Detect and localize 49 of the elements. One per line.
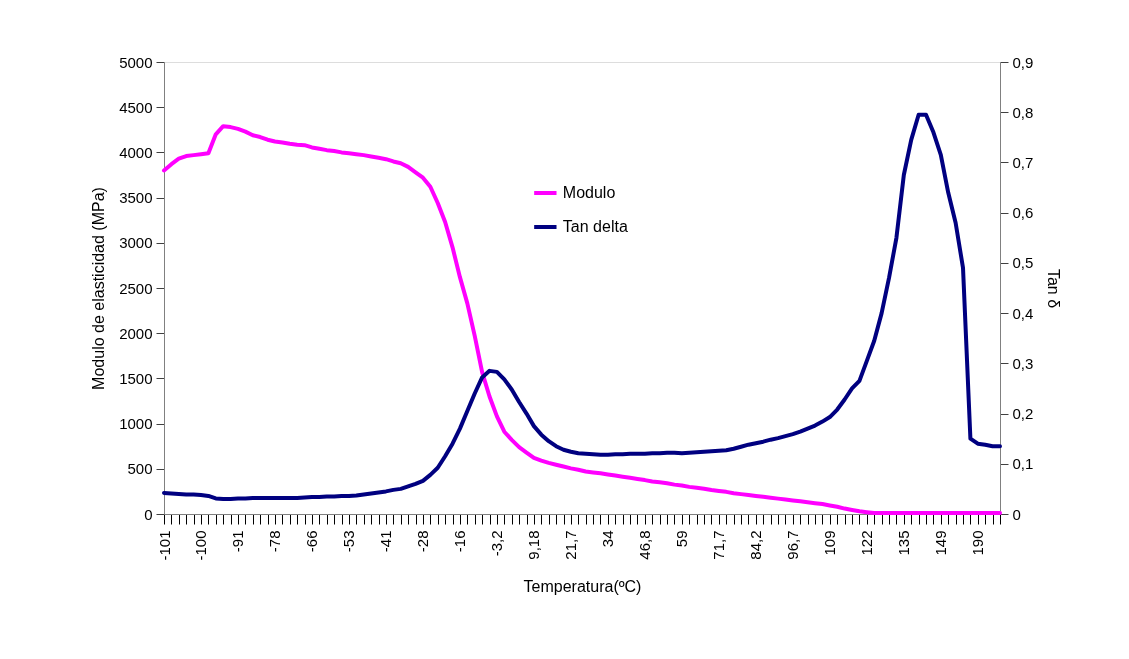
- y-tick-label: 500: [127, 460, 153, 478]
- x-tick-label: 59: [673, 530, 691, 548]
- x-tick-label: 190: [969, 530, 987, 556]
- x-tick-label: 84,2: [747, 530, 765, 560]
- y-tick-label: 3000: [119, 234, 153, 252]
- y2-tick-label: 0,7: [1012, 153, 1034, 171]
- x-axis-title: Temperatura(ºC): [523, 577, 642, 595]
- x-tick-label: -66: [303, 530, 321, 553]
- legend-label: Tan delta: [562, 218, 628, 236]
- y2-tick-label: 0,3: [1012, 354, 1034, 372]
- x-tick-label: -53: [340, 530, 358, 553]
- x-tick-label: 122: [858, 530, 876, 556]
- x-tick-label: -41: [377, 530, 395, 553]
- y2-tick-label: 0,9: [1012, 53, 1034, 71]
- y-tick-label: 4000: [119, 143, 153, 161]
- x-tick-label: -91: [229, 530, 247, 553]
- y2-tick-label: 0,1: [1012, 455, 1034, 473]
- y-tick-label: 3500: [119, 189, 153, 207]
- y-tick-label: 0: [144, 505, 153, 523]
- y-axis-title: Modulo de elasticidad (MPa): [90, 187, 108, 390]
- y2-tick-label: 0,5: [1012, 254, 1034, 272]
- x-tick-label: -3,2: [488, 530, 506, 557]
- x-tick-label: 135: [895, 530, 913, 556]
- x-tick-label: 96,7: [784, 530, 802, 560]
- y-tick-label: 1000: [119, 415, 153, 433]
- x-tick-label: 46,8: [636, 530, 654, 560]
- legend-label: Modulo: [562, 184, 616, 202]
- x-tick-label: -16: [451, 530, 469, 553]
- y2-tick-label: 0,4: [1012, 304, 1034, 322]
- x-tick-label: -28: [414, 530, 432, 553]
- y-tick-label: 2000: [119, 324, 153, 342]
- y2-tick-label: 0,8: [1012, 103, 1034, 121]
- y-tick-label: 4500: [119, 98, 153, 116]
- x-tick-label: -100: [192, 530, 210, 561]
- y2-tick-label: 0: [1012, 505, 1021, 523]
- x-tick-label: 71,7: [710, 530, 728, 560]
- y2-tick-label: 0,2: [1012, 405, 1034, 423]
- x-tick-label: 21,7: [562, 530, 580, 560]
- y-tick-label: 1500: [119, 369, 153, 387]
- x-tick-label: 149: [932, 530, 950, 556]
- x-tick-label: 9,18: [525, 530, 543, 560]
- x-tick-label: -78: [266, 530, 284, 553]
- y2-axis-title: Tan δ: [1045, 268, 1063, 309]
- x-tick-label: 34: [599, 530, 617, 548]
- y-tick-label: 5000: [119, 53, 153, 71]
- y-tick-label: 2500: [119, 279, 153, 297]
- y2-tick-label: 0,6: [1012, 204, 1034, 222]
- x-tick-label: -101: [155, 530, 173, 561]
- x-tick-label: 109: [821, 530, 839, 556]
